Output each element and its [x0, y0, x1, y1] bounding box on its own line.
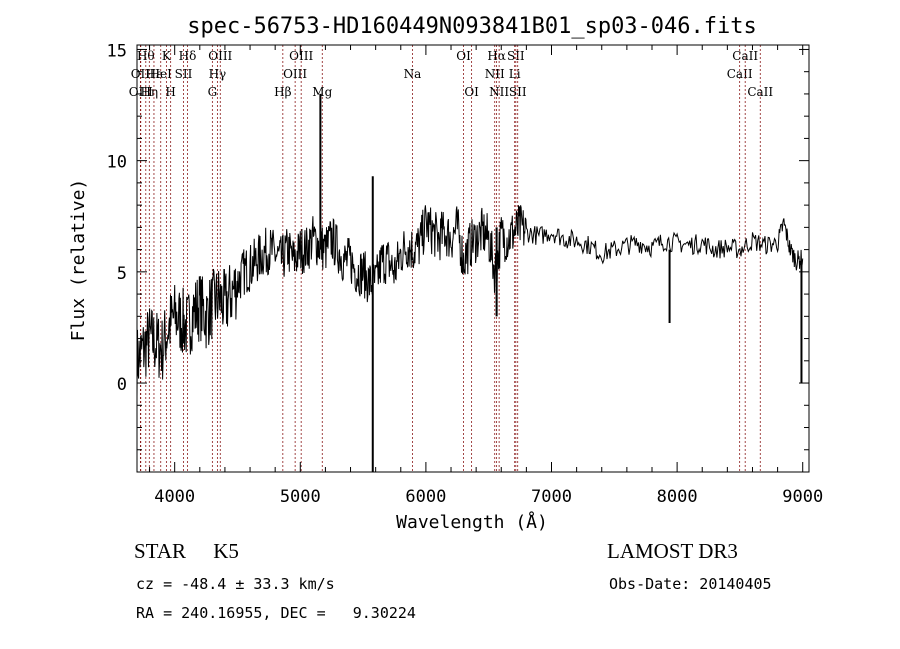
- object-class: STAR: [134, 539, 186, 563]
- y-tick-label-2: 10: [107, 153, 127, 173]
- chart-title: spec-56753-HD160449N093841B01_sp03-046.f…: [187, 14, 757, 39]
- line-label-25: SII: [509, 85, 527, 99]
- line-label-5: HeI: [150, 67, 173, 81]
- line-label-8: SII: [175, 67, 193, 81]
- y-axis-label: Flux (relative): [68, 179, 89, 342]
- line-label-1: OIII: [129, 85, 153, 99]
- x-axis-label: Wavelength (Å): [396, 511, 548, 533]
- line-label-18: OI: [456, 49, 471, 63]
- line-label-9: Hδ: [179, 49, 197, 63]
- x-tick-label-4: 8000: [657, 487, 698, 507]
- line-label-13: Hβ: [274, 85, 291, 99]
- line-label-22: NII: [489, 85, 509, 99]
- line-label-19: OI: [464, 85, 479, 99]
- spectrum-series: [136, 93, 804, 472]
- x-tick-label-5: 9000: [782, 487, 823, 507]
- y-tick-label-1: 5: [117, 264, 127, 284]
- spectrum-line: [136, 205, 804, 397]
- observation-date: Obs-Date: 20140405: [609, 575, 772, 593]
- line-label-2: Hθ: [137, 49, 155, 63]
- plot-frame: [136, 44, 810, 473]
- object-class-row: STAR K5: [134, 539, 239, 564]
- line-label-10: G: [208, 85, 218, 99]
- line-label-11: Hγ: [209, 67, 227, 81]
- line-label-15: OIII: [289, 49, 313, 63]
- emission-line-markers: OIIOIIIHθHηHεHeIKHSIIHδGHγOIIIHβOIIIOIII…: [129, 45, 773, 472]
- line-label-3: Hη: [140, 85, 158, 99]
- spectral-subclass: K5: [213, 539, 239, 563]
- line-label-24: SII: [507, 49, 525, 63]
- x-tick-label-2: 6000: [405, 487, 446, 507]
- line-label-6: K: [162, 49, 172, 63]
- y-tick-label-3: 15: [107, 41, 127, 61]
- line-label-12: OIII: [208, 49, 232, 63]
- line-label-21: Hα: [487, 49, 506, 63]
- x-tick-label-0: 4000: [154, 487, 195, 507]
- survey-name: LAMOST DR3: [607, 539, 738, 563]
- axis-ticks: 4000 5000 6000 7000 8000 9000 0 5 10 15: [107, 41, 824, 507]
- line-label-27: CaII: [732, 49, 758, 63]
- line-label-23: Li: [509, 67, 521, 81]
- line-label-16: Mg: [312, 85, 332, 99]
- coordinates: RA = 240.16955, DEC = 9.30224: [136, 604, 416, 622]
- line-label-28: CaII: [747, 85, 773, 99]
- x-tick-label-3: 7000: [531, 487, 572, 507]
- line-label-17: Na: [404, 67, 422, 81]
- line-label-7: H: [165, 85, 175, 99]
- line-label-14: OIII: [283, 67, 307, 81]
- line-label-4: Hε: [146, 67, 163, 81]
- line-label-20: NII: [485, 67, 505, 81]
- redshift-cz: cz = -48.4 ± 33.3 km/s: [136, 575, 335, 593]
- y-tick-label-0: 0: [117, 375, 127, 395]
- x-tick-label-1: 5000: [280, 487, 321, 507]
- line-label-26: CaII: [727, 67, 753, 81]
